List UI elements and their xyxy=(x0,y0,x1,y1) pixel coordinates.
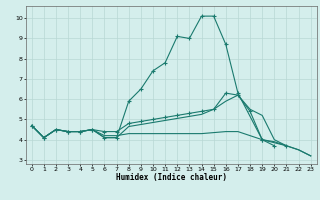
X-axis label: Humidex (Indice chaleur): Humidex (Indice chaleur) xyxy=(116,173,227,182)
